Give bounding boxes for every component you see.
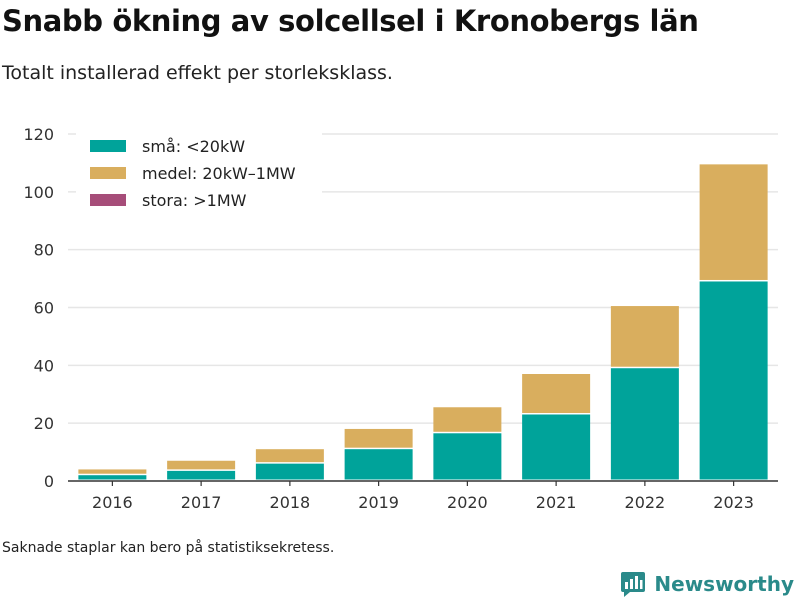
- x-tick-label: 2020: [447, 493, 488, 512]
- y-tick-label: 80: [34, 241, 54, 260]
- x-tick-label: 2021: [536, 493, 577, 512]
- y-tick-label: 0: [44, 472, 54, 491]
- bar-2018-series-1: [255, 449, 324, 463]
- bar-2021-series-1: [522, 374, 591, 413]
- chart-subtitle: Totalt installerad effekt per storlekskl…: [2, 62, 393, 84]
- brand-logo: Newsworthy: [620, 568, 794, 600]
- x-tick-label: 2019: [358, 493, 399, 512]
- bar-2023-series-0: [699, 281, 768, 480]
- bar-2018-series-0: [255, 463, 324, 480]
- bar-2022-series-0: [610, 368, 679, 480]
- bar-2019-series-0: [344, 449, 413, 480]
- legend-swatch: [90, 167, 126, 179]
- bar-2020-series-1: [433, 407, 502, 432]
- bar-2021-series-0: [522, 414, 591, 480]
- x-tick-label: 2017: [181, 493, 222, 512]
- brand-name: Newsworthy: [654, 572, 794, 596]
- bars: [78, 164, 768, 480]
- bar-2017-series-0: [167, 470, 236, 480]
- y-axis-ticks: 0 20 40 60 80 100 120: [23, 125, 54, 491]
- bar-2019-series-1: [344, 428, 413, 448]
- bar-2023-series-1: [699, 164, 768, 280]
- legend: små: <20kW medel: 20kW–1MW stora: >1MW: [76, 132, 322, 218]
- legend-label: små: <20kW: [142, 137, 245, 156]
- x-tick-label: 2018: [270, 493, 311, 512]
- bar-2017-series-1: [167, 460, 236, 470]
- x-axis-ticks: 2016 2017 2018 2019 2020 2021 2022 2023: [92, 481, 754, 512]
- bar-2022-series-1: [610, 306, 679, 367]
- y-tick-label: 40: [34, 356, 54, 375]
- bar-2016-series-1: [78, 469, 147, 474]
- newsworthy-logo-icon: [621, 572, 646, 597]
- footnote: Saknade staplar kan bero på statistiksek…: [2, 540, 335, 556]
- bar-2020-series-0: [433, 433, 502, 480]
- y-tick-label: 20: [34, 414, 54, 433]
- y-tick-label: 60: [34, 299, 54, 318]
- y-tick-label: 120: [23, 125, 54, 144]
- x-tick-label: 2022: [625, 493, 666, 512]
- y-tick-label: 100: [23, 183, 54, 202]
- legend-swatch: [90, 194, 126, 206]
- legend-swatch: [90, 140, 126, 152]
- bar-2016-series-0: [78, 475, 147, 480]
- legend-label: stora: >1MW: [142, 191, 247, 210]
- x-tick-label: 2016: [92, 493, 133, 512]
- x-tick-label: 2023: [713, 493, 754, 512]
- legend-label: medel: 20kW–1MW: [142, 164, 296, 183]
- chart-title: Snabb ökning av solcellsel i Kronobergs …: [2, 4, 699, 38]
